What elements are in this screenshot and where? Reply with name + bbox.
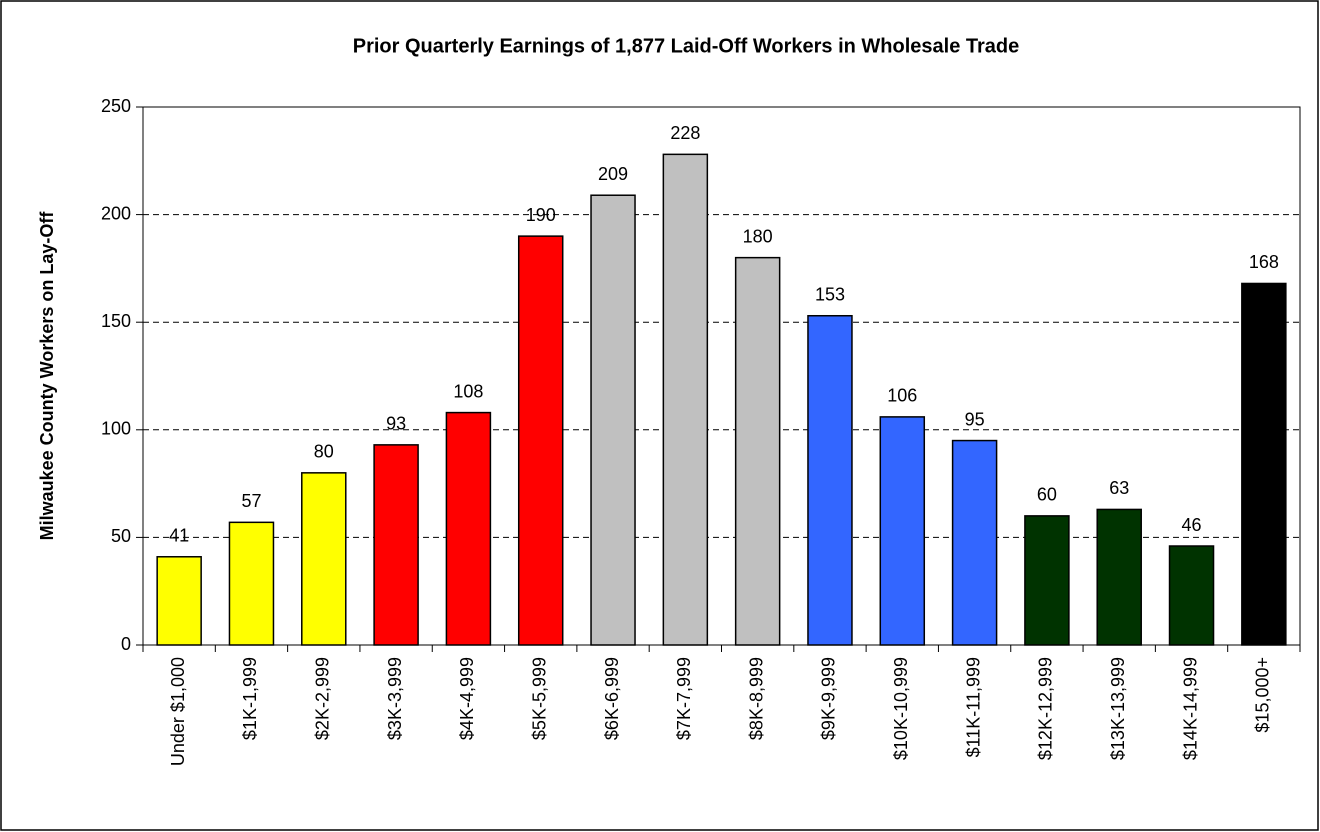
x-tick-label: $8K-8,999	[746, 657, 766, 740]
x-tick-label: $5K-5,999	[529, 657, 549, 740]
bar	[156, 556, 202, 646]
bar	[734, 256, 781, 646]
bar	[879, 416, 926, 646]
bar	[301, 472, 347, 646]
value-label: 180	[743, 226, 773, 246]
value-label: 106	[887, 386, 917, 406]
y-axis-label: Milwaukee County Workers on Lay-Off	[37, 211, 57, 541]
bar	[445, 411, 492, 646]
x-tick-label: $10K-10,999	[891, 657, 911, 760]
bar	[662, 153, 709, 646]
y-tick-label: 250	[101, 96, 131, 116]
x-tick-label: $3K-3,999	[385, 657, 405, 740]
bar	[1241, 282, 1287, 646]
bar	[1096, 508, 1142, 646]
y-tick-label: 150	[101, 311, 131, 331]
value-label: 93	[386, 414, 406, 434]
bar	[228, 521, 275, 646]
x-tick-label: $14K-14,999	[1180, 657, 1200, 760]
value-label: 190	[526, 205, 556, 225]
value-label: 168	[1249, 252, 1279, 272]
x-tick-label: $13K-13,999	[1108, 657, 1128, 760]
value-label: 80	[314, 442, 334, 462]
value-label: 41	[169, 526, 189, 546]
y-tick-label: 50	[111, 526, 131, 546]
value-label: 46	[1182, 515, 1202, 535]
x-tick-label: $7K-7,999	[674, 657, 694, 740]
y-tick-label: 100	[101, 419, 131, 439]
value-label: 228	[670, 123, 700, 143]
bar	[373, 444, 419, 646]
value-label: 60	[1037, 485, 1057, 505]
x-tick-label: $2K-2,999	[313, 657, 333, 740]
bar	[517, 235, 564, 646]
value-label: 63	[1109, 478, 1129, 498]
bar	[1024, 515, 1070, 646]
x-tick-label: $6K-6,999	[602, 657, 622, 740]
x-tick-label: $9K-9,999	[819, 657, 839, 740]
x-tick-label: $11K-11,999	[963, 657, 983, 757]
value-label: 209	[598, 164, 628, 184]
value-label: 57	[241, 491, 261, 511]
x-tick-label: $12K-12,999	[1036, 657, 1056, 760]
value-label: 108	[453, 381, 483, 401]
bar	[590, 194, 636, 646]
y-tick-label: 200	[101, 203, 131, 223]
x-tick-label: $15,000+	[1253, 657, 1273, 733]
x-tick-label: Under $1,000	[168, 657, 188, 766]
value-label: 153	[815, 284, 845, 304]
bar	[951, 439, 998, 646]
y-tick-label: 0	[121, 634, 131, 654]
bar	[807, 314, 853, 646]
x-tick-label: $4K-4,999	[457, 657, 477, 740]
value-label: 95	[965, 409, 985, 429]
x-tick-label: $1K-1,999	[240, 657, 260, 740]
chart-title: Prior Quarterly Earnings of 1,877 Laid-O…	[353, 35, 1019, 57]
bar	[1168, 545, 1215, 646]
